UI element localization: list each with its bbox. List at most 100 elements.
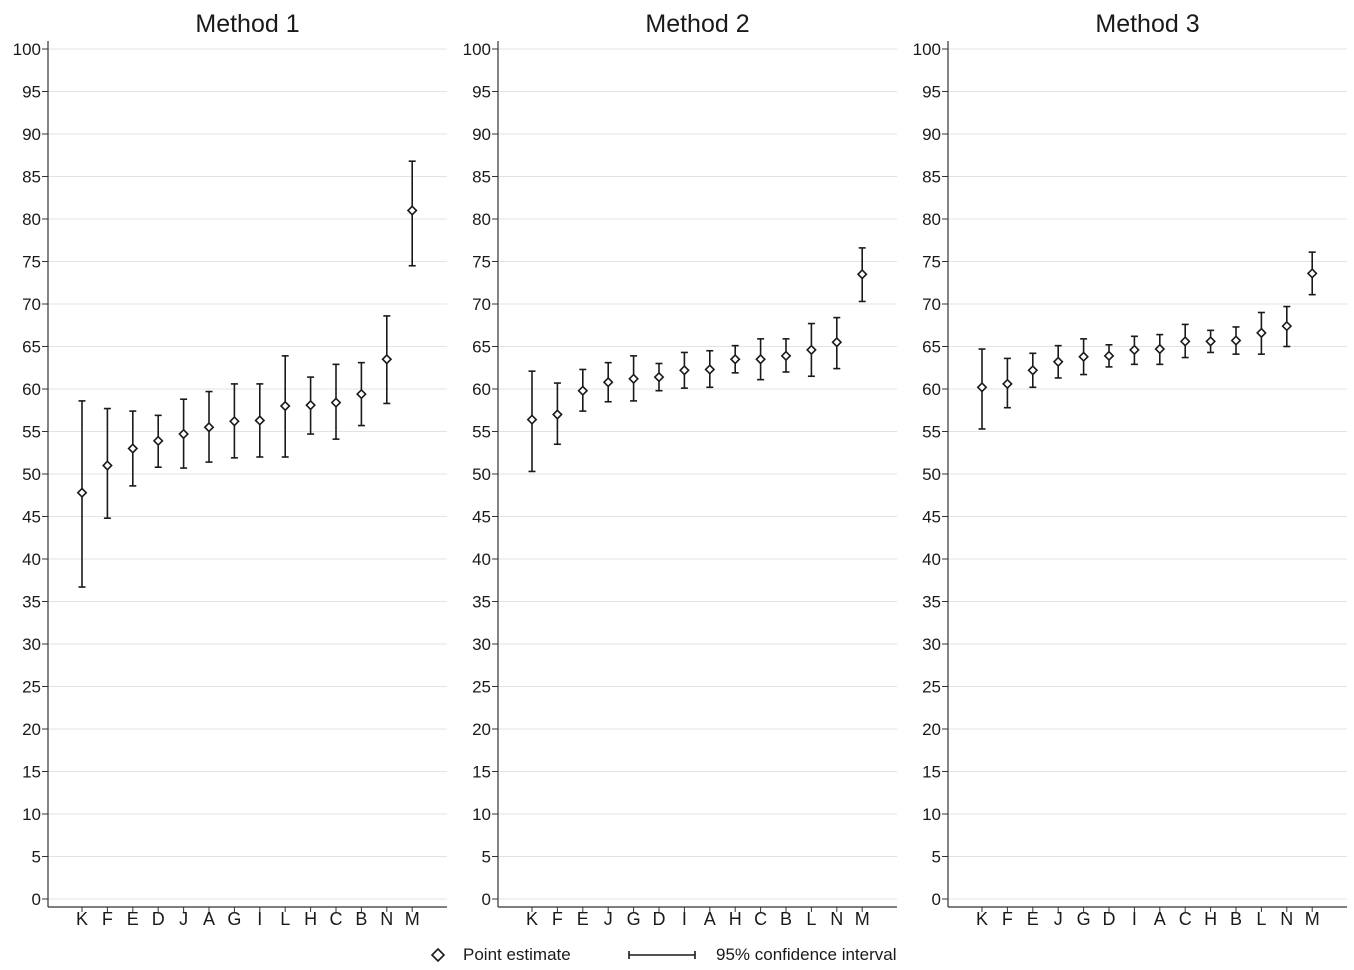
capped-line-icon: [628, 951, 696, 959]
panel-2-point-E: [577, 385, 589, 397]
panel-3-x-tick-label: C: [1179, 909, 1192, 929]
panel-2-y-tick-label: 45: [472, 508, 491, 527]
panel-1-y-tick-label: 50: [22, 465, 41, 484]
panel-1-x-tick-label: B: [355, 909, 367, 929]
panel-3-y-tick-label: 65: [922, 338, 941, 357]
panel-1-x-tick-label: D: [152, 909, 165, 929]
panel-3-y-tick-label: 20: [922, 720, 941, 739]
panel-2-point-M: [856, 268, 868, 280]
panel-3-x-tick-label: E: [1027, 909, 1039, 929]
panel-3-y-tick-label: 55: [922, 423, 941, 442]
panel-2-point-F: [552, 409, 563, 420]
panel-2-x-tick-label: A: [704, 909, 716, 929]
panel-1-point-A: [203, 421, 215, 433]
panel-3-y-tick-label: 85: [922, 168, 941, 187]
panel-1-y-tick-label: 30: [22, 635, 41, 654]
panel-1-y-tick-label: 40: [22, 550, 41, 569]
panel-1-x-tick-label: E: [127, 909, 139, 929]
panel-1-x-tick-label: L: [280, 909, 290, 929]
panel-2-y-tick-label: 30: [472, 635, 491, 654]
panel-2-y-tick-label: 55: [472, 423, 491, 442]
panel-2-x-tick-label: H: [729, 909, 742, 929]
panel-1-point-K: [76, 487, 88, 499]
panel-2-y-tick-label: 40: [472, 550, 491, 569]
panel-3-y-tick-label: 95: [922, 83, 941, 102]
panel-3-y-tick-label: 80: [922, 210, 941, 229]
panel-3-point-B: [1230, 335, 1242, 346]
panel-1-point-L: [279, 400, 291, 412]
panel-1-point-N: [381, 353, 393, 365]
panel-1-y-tick-label: 0: [32, 890, 41, 909]
legend-label-point-estimate: Point estimate: [463, 945, 571, 964]
panel-2-y-tick-label: 5: [482, 848, 491, 867]
panel-3-point-H: [1205, 336, 1216, 347]
panel-1-y-tick-label: 90: [22, 125, 41, 144]
panel-2-y-tick-label: 15: [472, 763, 491, 782]
panel-3-y-tick-label: 60: [922, 380, 941, 399]
panel-2-y-tick-label: 25: [472, 678, 491, 697]
panel-3-x-tick-label: B: [1230, 909, 1242, 929]
panel-3-point-A: [1154, 343, 1166, 355]
panel-3-y-tick-label: 5: [932, 848, 941, 867]
panel-3-y-tick-label: 30: [922, 635, 941, 654]
panel-3-x-tick-label: M: [1305, 909, 1320, 929]
panel-3-x-tick-label: G: [1077, 909, 1091, 929]
panel-2-y-tick-label: 90: [472, 125, 491, 144]
panel-1-y-tick-label: 15: [22, 763, 41, 782]
panel-3-point-J: [1052, 356, 1064, 368]
panel-2-point-A: [704, 364, 716, 375]
panel-3-point-D: [1103, 350, 1115, 362]
panel-2-x-tick-label: F: [552, 909, 563, 929]
panel-3-point-K: [976, 381, 988, 393]
panel-3-y-tick-label: 10: [922, 805, 941, 824]
panel-2-point-C: [755, 353, 766, 365]
panel-2-point-B: [780, 350, 792, 362]
panel-2-y-tick-label: 35: [472, 593, 491, 612]
panel-2-point-J: [602, 376, 614, 388]
panel-2-x-tick-label: D: [653, 909, 666, 929]
panel-2-y-tick-label: 0: [482, 890, 491, 909]
panel-1-x-tick-label: G: [227, 909, 241, 929]
panel-1-point-G: [229, 415, 240, 427]
panel-2-y-tick-label: 65: [472, 338, 491, 357]
panel-3-y-tick-label: 25: [922, 678, 941, 697]
panel-3-x-tick-label: J: [1054, 909, 1063, 929]
panel-3-y-tick-label: 90: [922, 125, 941, 144]
panel-3-point-I: [1129, 344, 1140, 356]
panel-3-point-E: [1027, 364, 1039, 376]
panel-3-point-C: [1179, 336, 1191, 347]
legend: Point estimate 95% confidence interval: [0, 940, 1354, 970]
panel-2-y-tick-label: 100: [463, 40, 491, 59]
legend-label-confidence-interval: 95% confidence interval: [716, 945, 897, 964]
panel-3-y-tick-label: 0: [932, 890, 941, 909]
panel-3-x-tick-label: K: [976, 909, 988, 929]
panel-2-x-tick-label: G: [627, 909, 641, 929]
panel-1-point-H: [305, 399, 316, 411]
panel-1-y-tick-label: 100: [13, 40, 41, 59]
panel-3-x-tick-label: N: [1280, 909, 1293, 929]
panel-2-point-I: [679, 364, 690, 376]
panel-2-point-N: [831, 336, 843, 348]
panel-1-x-tick-label: I: [257, 909, 262, 929]
panel-2-point-H: [729, 353, 741, 365]
panel-1-y-tick-label: 20: [22, 720, 41, 739]
panel-1-y-tick-label: 45: [22, 508, 41, 527]
panel-1-point-F: [102, 460, 113, 471]
panel-1-y-tick-label: 60: [22, 380, 41, 399]
panel-3-point-F: [1002, 378, 1013, 390]
panel-2-x-tick-label: K: [526, 909, 538, 929]
panel-2-y-tick-label: 80: [472, 210, 491, 229]
panel-2-x-tick-label: C: [754, 909, 767, 929]
panel-2-y-tick-label: 95: [472, 83, 491, 102]
panel-1-x-tick-label: J: [179, 909, 188, 929]
panel-1-title: Method 1: [195, 10, 299, 38]
panel-1-point-C: [330, 397, 342, 408]
panel-2-y-tick-label: 50: [472, 465, 491, 484]
panel-3-y-tick-label: 35: [922, 593, 941, 612]
panel-1-x-tick-label: K: [76, 909, 88, 929]
panel-3-x-tick-label: A: [1154, 909, 1166, 929]
panel-2-x-tick-label: I: [682, 909, 687, 929]
panel-2-point-L: [806, 344, 817, 356]
panel-1-point-E: [127, 443, 139, 454]
panel-1-point-M: [406, 205, 418, 216]
